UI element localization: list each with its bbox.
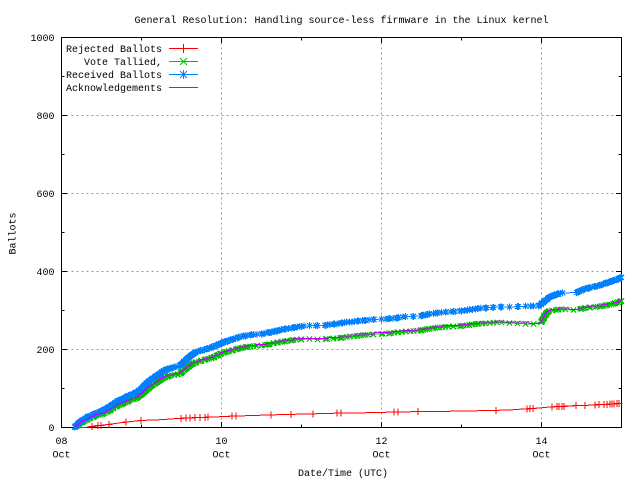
svg-text:Received Ballots: Received Ballots xyxy=(66,70,162,82)
svg-text:08: 08 xyxy=(55,437,67,448)
svg-text:400: 400 xyxy=(36,268,54,279)
svg-text:800: 800 xyxy=(36,112,54,123)
svg-text:14: 14 xyxy=(535,437,547,448)
svg-text:Oct: Oct xyxy=(52,451,70,462)
svg-text:General Resolution: Handling s: General Resolution: Handling source-less… xyxy=(134,15,548,27)
svg-text:200: 200 xyxy=(36,346,54,357)
svg-text:Acknowledgements: Acknowledgements xyxy=(66,83,162,95)
svg-text:Date/Time (UTC): Date/Time (UTC) xyxy=(298,468,388,480)
svg-text:600: 600 xyxy=(36,190,54,201)
svg-text:Rejected Ballots: Rejected Ballots xyxy=(66,44,162,56)
svg-text:Oct: Oct xyxy=(212,451,230,462)
svg-text:Oct: Oct xyxy=(532,451,550,462)
svg-text:1000: 1000 xyxy=(30,34,54,45)
svg-text:12: 12 xyxy=(375,437,387,448)
svg-text:Ballots: Ballots xyxy=(8,212,20,254)
svg-text:Vote Tallied,: Vote Tallied, xyxy=(84,57,162,69)
svg-text:10: 10 xyxy=(215,437,227,448)
svg-text:Oct: Oct xyxy=(372,451,390,462)
svg-text:0: 0 xyxy=(48,424,54,435)
